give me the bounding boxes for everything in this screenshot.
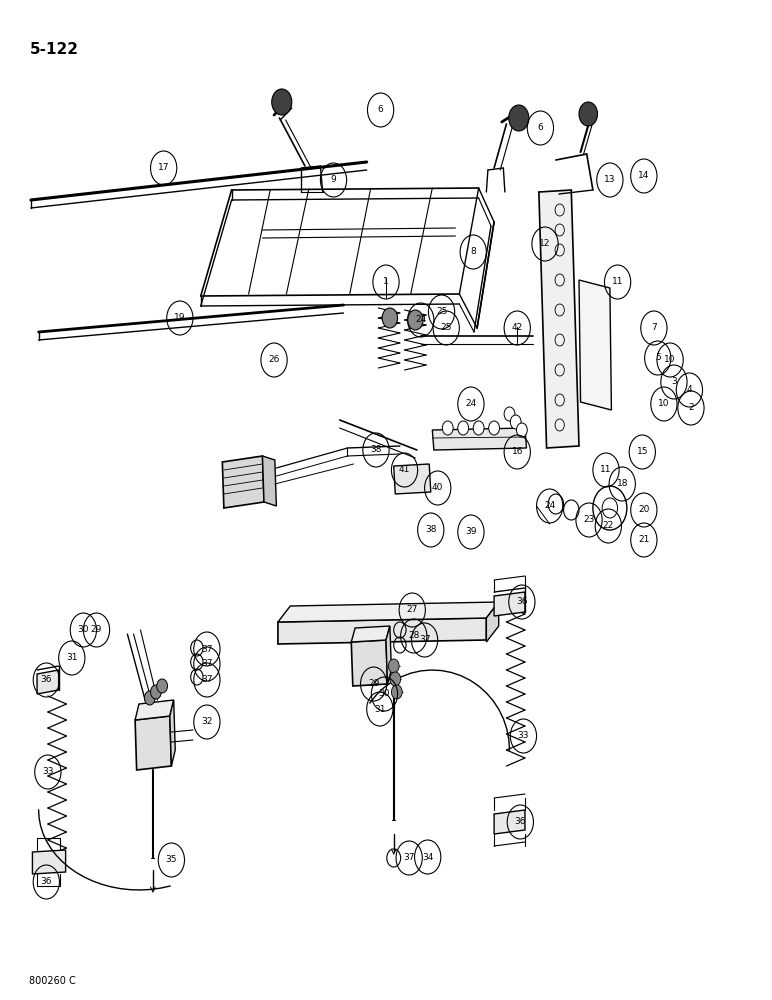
Text: 24: 24 xyxy=(415,316,426,324)
Text: 37: 37 xyxy=(419,636,430,645)
Text: 9: 9 xyxy=(330,176,337,184)
Text: 38: 38 xyxy=(371,446,381,454)
Circle shape xyxy=(504,407,515,421)
Polygon shape xyxy=(486,602,499,642)
Text: 24: 24 xyxy=(544,502,555,510)
Circle shape xyxy=(408,310,423,330)
Text: 32: 32 xyxy=(201,718,212,726)
Text: 40: 40 xyxy=(432,484,443,492)
Text: 13: 13 xyxy=(604,176,615,184)
Text: 37: 37 xyxy=(404,854,415,862)
Polygon shape xyxy=(135,700,174,720)
Text: 21: 21 xyxy=(638,536,649,544)
Text: 6: 6 xyxy=(378,105,384,114)
Text: 4: 4 xyxy=(686,385,692,394)
Circle shape xyxy=(509,105,529,131)
Text: 25: 25 xyxy=(436,308,447,316)
Polygon shape xyxy=(135,716,171,770)
Polygon shape xyxy=(494,810,525,834)
Text: 34: 34 xyxy=(422,852,433,861)
Text: 800260 C: 800260 C xyxy=(29,976,76,986)
Text: 10: 10 xyxy=(665,356,676,364)
Polygon shape xyxy=(539,190,579,448)
Circle shape xyxy=(579,102,598,126)
Polygon shape xyxy=(32,850,66,874)
Text: 37: 37 xyxy=(201,645,212,654)
Text: 31: 31 xyxy=(374,704,385,714)
Text: 33: 33 xyxy=(42,768,53,776)
Text: 11: 11 xyxy=(612,277,623,286)
Text: 27: 27 xyxy=(407,605,418,614)
Polygon shape xyxy=(386,626,391,684)
Polygon shape xyxy=(37,670,59,694)
Text: 36: 36 xyxy=(41,676,52,684)
Text: 29: 29 xyxy=(91,626,102,635)
Text: 11: 11 xyxy=(601,466,611,475)
Text: 41: 41 xyxy=(399,466,410,475)
Polygon shape xyxy=(494,592,525,616)
Polygon shape xyxy=(579,280,611,410)
Text: 36: 36 xyxy=(516,597,527,606)
Polygon shape xyxy=(262,456,276,506)
Polygon shape xyxy=(278,618,486,644)
Text: 33: 33 xyxy=(518,732,529,740)
Text: 20: 20 xyxy=(638,506,649,514)
Text: 15: 15 xyxy=(637,448,648,456)
Circle shape xyxy=(391,685,402,699)
Text: 29: 29 xyxy=(368,680,379,688)
Polygon shape xyxy=(394,464,431,494)
Text: 17: 17 xyxy=(158,163,169,172)
Text: 30: 30 xyxy=(379,690,390,698)
Circle shape xyxy=(510,415,521,429)
Polygon shape xyxy=(278,602,499,622)
Text: 12: 12 xyxy=(540,239,550,248)
Circle shape xyxy=(388,659,399,673)
Text: 1: 1 xyxy=(383,277,389,286)
Text: 19: 19 xyxy=(174,314,185,322)
Text: 25: 25 xyxy=(441,324,452,332)
Circle shape xyxy=(489,421,499,435)
Circle shape xyxy=(516,423,527,437)
Text: 38: 38 xyxy=(425,526,436,534)
Text: 7: 7 xyxy=(651,324,657,332)
Text: 24: 24 xyxy=(466,399,476,408)
Text: 37: 37 xyxy=(201,676,212,684)
Text: 3: 3 xyxy=(671,377,677,386)
Polygon shape xyxy=(222,456,264,508)
Circle shape xyxy=(390,672,401,686)
Polygon shape xyxy=(170,700,175,766)
Text: 37: 37 xyxy=(201,660,212,668)
Polygon shape xyxy=(432,428,527,450)
Text: 18: 18 xyxy=(617,480,628,488)
Text: 30: 30 xyxy=(78,626,89,635)
Circle shape xyxy=(382,308,398,328)
Circle shape xyxy=(272,89,292,115)
Text: 22: 22 xyxy=(603,522,614,530)
Text: 23: 23 xyxy=(584,516,594,524)
Circle shape xyxy=(151,685,161,699)
Text: 5: 5 xyxy=(655,354,661,362)
Text: 28: 28 xyxy=(408,632,419,641)
Circle shape xyxy=(473,421,484,435)
Text: 6: 6 xyxy=(537,123,543,132)
Text: 10: 10 xyxy=(659,399,669,408)
Text: 36: 36 xyxy=(41,878,52,886)
Text: 35: 35 xyxy=(166,856,177,864)
Text: 31: 31 xyxy=(66,654,77,662)
Circle shape xyxy=(458,421,469,435)
Circle shape xyxy=(442,421,453,435)
Text: 5-122: 5-122 xyxy=(29,42,78,57)
Text: 26: 26 xyxy=(269,356,279,364)
Text: 39: 39 xyxy=(466,528,476,536)
Text: 2: 2 xyxy=(688,403,694,412)
Text: 36: 36 xyxy=(515,818,526,826)
Text: 42: 42 xyxy=(512,324,523,332)
Circle shape xyxy=(144,691,155,705)
Text: 16: 16 xyxy=(512,448,523,456)
Polygon shape xyxy=(351,640,388,686)
Circle shape xyxy=(157,679,168,693)
Text: 14: 14 xyxy=(638,172,649,180)
Text: 8: 8 xyxy=(470,247,476,256)
Polygon shape xyxy=(351,626,390,642)
